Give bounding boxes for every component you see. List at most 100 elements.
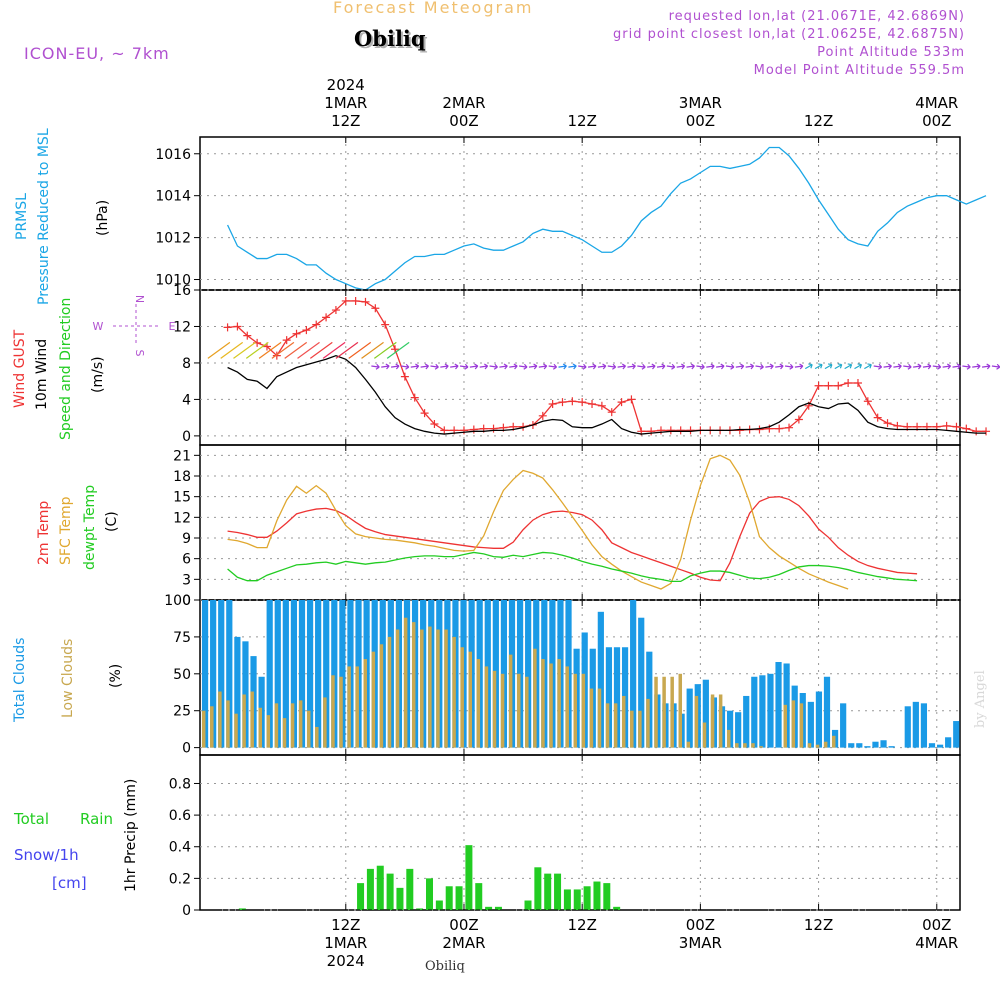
wind10m-label: 10m Wind bbox=[34, 339, 50, 410]
low-cloud-bar bbox=[783, 704, 788, 748]
y-tick-label: 100 bbox=[164, 593, 191, 609]
precip-unit-label: 1hr Precip (mm) bbox=[123, 779, 139, 892]
top-time-label: 2MAR bbox=[442, 94, 485, 112]
low-cloud-bar bbox=[282, 718, 287, 748]
total-cloud-bar bbox=[298, 600, 306, 748]
wind-direction-arrow bbox=[459, 363, 469, 370]
rain-bar bbox=[554, 873, 562, 910]
t2m-label: 2m Temp bbox=[36, 501, 52, 565]
wind-arrow-shape bbox=[400, 363, 410, 370]
wind-direction-arrow bbox=[755, 363, 764, 370]
total-cloud-bar bbox=[630, 600, 637, 748]
wind-direction-arrow bbox=[922, 363, 932, 370]
low-cloud-bar bbox=[581, 673, 586, 748]
wind-arrow-shape bbox=[528, 363, 538, 370]
temp-side-labels: 2m Temp SFC Temp dewpt Temp (C) bbox=[36, 485, 120, 570]
total-cloud-bar bbox=[767, 673, 774, 748]
gust-label: Wind GUST bbox=[12, 329, 28, 408]
wind-direction-arrow bbox=[696, 363, 705, 370]
low-clouds-label: Low Clouds bbox=[60, 639, 76, 718]
gust-marker bbox=[873, 413, 882, 422]
wind-direction-arrow bbox=[942, 363, 952, 370]
wind-arrow-shape bbox=[814, 363, 823, 370]
total-label: Total bbox=[13, 810, 49, 828]
rain-bar bbox=[534, 867, 542, 910]
wind-direction-arrow bbox=[578, 363, 587, 370]
rain-bar bbox=[465, 845, 473, 910]
low-cloud-bar bbox=[662, 676, 666, 748]
wind-direction-arrow bbox=[765, 363, 774, 370]
total-cloud-bar bbox=[759, 675, 766, 748]
total-cloud-bar bbox=[226, 600, 233, 748]
wind-arrow-shape bbox=[804, 363, 813, 370]
wind-direction-arrow bbox=[469, 363, 479, 370]
wind-arrow-shape bbox=[499, 363, 508, 370]
total-cloud-bar bbox=[702, 679, 709, 748]
pressure-label: Pressure Reduced to MSL bbox=[36, 128, 52, 305]
wind-arrow-shape bbox=[459, 363, 469, 370]
wind-direction-arrow bbox=[499, 363, 508, 370]
wind-direction-arrow bbox=[824, 363, 833, 370]
total-cloud-bar bbox=[218, 600, 225, 748]
gust-marker bbox=[489, 424, 498, 433]
y-tick-label: 3 bbox=[182, 572, 191, 588]
gust-marker bbox=[233, 322, 242, 331]
bottom-time-label: 00Z bbox=[922, 916, 951, 934]
gust-marker bbox=[538, 411, 547, 420]
y-tick-label: 8 bbox=[182, 356, 191, 372]
gust-marker bbox=[617, 398, 626, 407]
gust-marker bbox=[863, 397, 872, 406]
rain-bar bbox=[396, 887, 404, 910]
rain-label: Rain bbox=[80, 810, 113, 828]
wind-direction-arrow bbox=[952, 363, 961, 370]
wind-direction-arrow bbox=[568, 363, 577, 370]
wind-direction-arrow bbox=[637, 363, 646, 370]
total-cloud-bar bbox=[953, 721, 960, 748]
wind-arrow-shape bbox=[489, 363, 498, 370]
gust-marker bbox=[676, 426, 685, 435]
wind-direction-arrow bbox=[864, 363, 872, 370]
wind-direction-arrow bbox=[607, 363, 617, 370]
rain-bar bbox=[475, 883, 483, 910]
gust-marker bbox=[558, 398, 567, 407]
gust-marker bbox=[568, 397, 577, 406]
series-line-dewpt-temp bbox=[227, 551, 918, 583]
y-tick-label: 1012 bbox=[155, 231, 191, 247]
panel-frame bbox=[199, 444, 961, 601]
wind-barb bbox=[207, 341, 231, 359]
wind-arrow-shape bbox=[716, 363, 725, 370]
wind-arrow-shape bbox=[913, 363, 922, 370]
wind-barb bbox=[284, 341, 308, 359]
bottom-time-label: 3MAR bbox=[679, 934, 722, 952]
bottom-time-label: 1MAR bbox=[324, 934, 367, 952]
total-cloud-bar bbox=[751, 676, 758, 748]
total-cloud-bar bbox=[201, 600, 209, 748]
gust-marker bbox=[972, 427, 981, 436]
wind-arrow-shape bbox=[903, 363, 912, 370]
clouds-panel: 0 25 50 75 100 bbox=[164, 593, 961, 757]
low-cloud-bar bbox=[621, 695, 626, 748]
cm-unit-label: [cm] bbox=[52, 874, 87, 892]
wind-arrow-shape bbox=[854, 363, 863, 370]
wind-arrow-shape bbox=[647, 363, 656, 370]
low-cloud-bar bbox=[678, 673, 683, 748]
wind-arrow-shape bbox=[410, 363, 420, 370]
model-name: ICON-EU, ~ 7km bbox=[24, 44, 170, 63]
low-cloud-bar bbox=[242, 694, 246, 748]
gust-marker bbox=[578, 398, 587, 407]
rain-bar bbox=[583, 886, 591, 910]
rain-bar bbox=[573, 889, 581, 910]
temperature-panel: 0 3 6 9 12 15 18 21 bbox=[173, 444, 961, 609]
total-cloud-bar bbox=[290, 600, 298, 748]
prmsl-label: PRMSL bbox=[14, 193, 30, 240]
top-time-label: 1MAR bbox=[324, 94, 367, 112]
y-tick-label: 0 bbox=[182, 741, 191, 757]
wind-arrow-shape bbox=[578, 363, 587, 370]
wind-arrow-shape bbox=[676, 363, 686, 370]
wind-direction-arrow bbox=[647, 363, 656, 370]
wind-barb bbox=[373, 341, 397, 359]
y-tick-label: 15 bbox=[173, 490, 191, 506]
wind-direction-arrow bbox=[390, 363, 400, 370]
